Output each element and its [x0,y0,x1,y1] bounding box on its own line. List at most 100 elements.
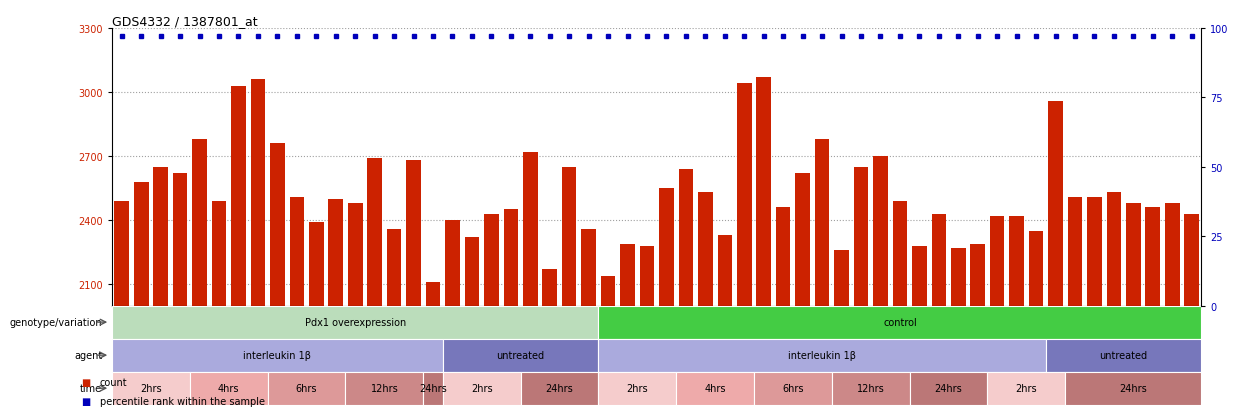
Bar [134,182,148,413]
Text: GDS4332 / 1387801_at: GDS4332 / 1387801_at [112,15,258,28]
Text: control: control [883,317,916,328]
Text: 24hrs: 24hrs [935,383,962,393]
Text: ■: ■ [81,377,90,387]
Bar [796,174,810,413]
Bar [601,276,615,413]
Text: untreated: untreated [497,350,544,360]
Bar [387,229,401,413]
Text: ■: ■ [81,396,90,406]
Text: 4hrs: 4hrs [218,383,239,393]
Bar [232,86,245,413]
Text: count: count [100,377,127,387]
Text: time: time [80,383,102,393]
Bar [1068,197,1082,413]
Bar [832,372,910,405]
Bar [112,339,443,372]
Bar [990,216,1005,413]
Bar [679,169,693,413]
Bar [737,84,752,413]
Text: 2hrs: 2hrs [1016,383,1037,393]
Bar [951,248,966,413]
Bar [115,202,129,413]
Bar [446,221,459,413]
Bar [270,144,285,413]
Bar [250,80,265,413]
Bar [599,306,1201,339]
Bar [717,235,732,413]
Bar [676,372,754,405]
Bar [309,223,324,413]
Text: 24hrs: 24hrs [420,383,447,393]
Bar [112,306,599,339]
Bar [1165,204,1179,413]
Text: 4hrs: 4hrs [705,383,726,393]
Bar [754,372,832,405]
Bar [1046,339,1201,372]
Text: interleukin 1β: interleukin 1β [788,350,857,360]
Bar [757,78,771,413]
Bar [581,229,596,413]
Text: 24hrs: 24hrs [1119,383,1147,393]
Text: 2hrs: 2hrs [141,383,162,393]
Bar [346,372,423,405]
Text: percentile rank within the sample: percentile rank within the sample [100,396,265,406]
Text: 6hrs: 6hrs [782,383,804,393]
Bar [1066,372,1201,405]
Bar [1087,197,1102,413]
Text: agent: agent [73,350,102,360]
Bar [1048,101,1063,413]
Text: 6hrs: 6hrs [296,383,317,393]
Bar [406,161,421,413]
Bar [1028,231,1043,413]
Bar [173,174,188,413]
Bar [599,339,1046,372]
Bar [367,159,382,413]
Text: genotype/variation: genotype/variation [10,317,102,328]
Bar [212,202,227,413]
Text: 2hrs: 2hrs [626,383,649,393]
Bar [561,167,576,413]
Bar [659,189,674,413]
Bar [347,204,362,413]
Bar [854,167,868,413]
Bar [970,244,985,413]
Bar [268,372,346,405]
Bar [698,193,712,413]
Bar [543,270,557,413]
Bar [520,372,599,405]
Bar [484,214,499,413]
Text: untreated: untreated [1099,350,1148,360]
Bar [987,372,1066,405]
Bar [426,282,441,413]
Bar [153,167,168,413]
Bar [640,246,655,413]
Bar [503,210,518,413]
Bar [913,246,926,413]
Bar [1184,214,1199,413]
Bar [423,372,443,405]
Bar [1125,204,1140,413]
Bar [873,157,888,413]
Text: 24hrs: 24hrs [545,383,574,393]
Bar [190,372,268,405]
Bar [814,140,829,413]
Text: interleukin 1β: interleukin 1β [244,350,311,360]
Bar [443,339,599,372]
Text: Pdx1 overexpression: Pdx1 overexpression [305,317,406,328]
Bar [192,140,207,413]
Bar [329,199,344,413]
Bar [1010,216,1023,413]
Text: 12hrs: 12hrs [857,383,885,393]
Bar [443,372,520,405]
Bar [599,372,676,405]
Bar [1107,193,1122,413]
Bar [523,152,538,413]
Text: 12hrs: 12hrs [371,383,398,393]
Bar [893,202,908,413]
Bar [464,237,479,413]
Bar [910,372,987,405]
Bar [776,208,791,413]
Bar [931,214,946,413]
Text: 2hrs: 2hrs [471,383,493,393]
Bar [1145,208,1160,413]
